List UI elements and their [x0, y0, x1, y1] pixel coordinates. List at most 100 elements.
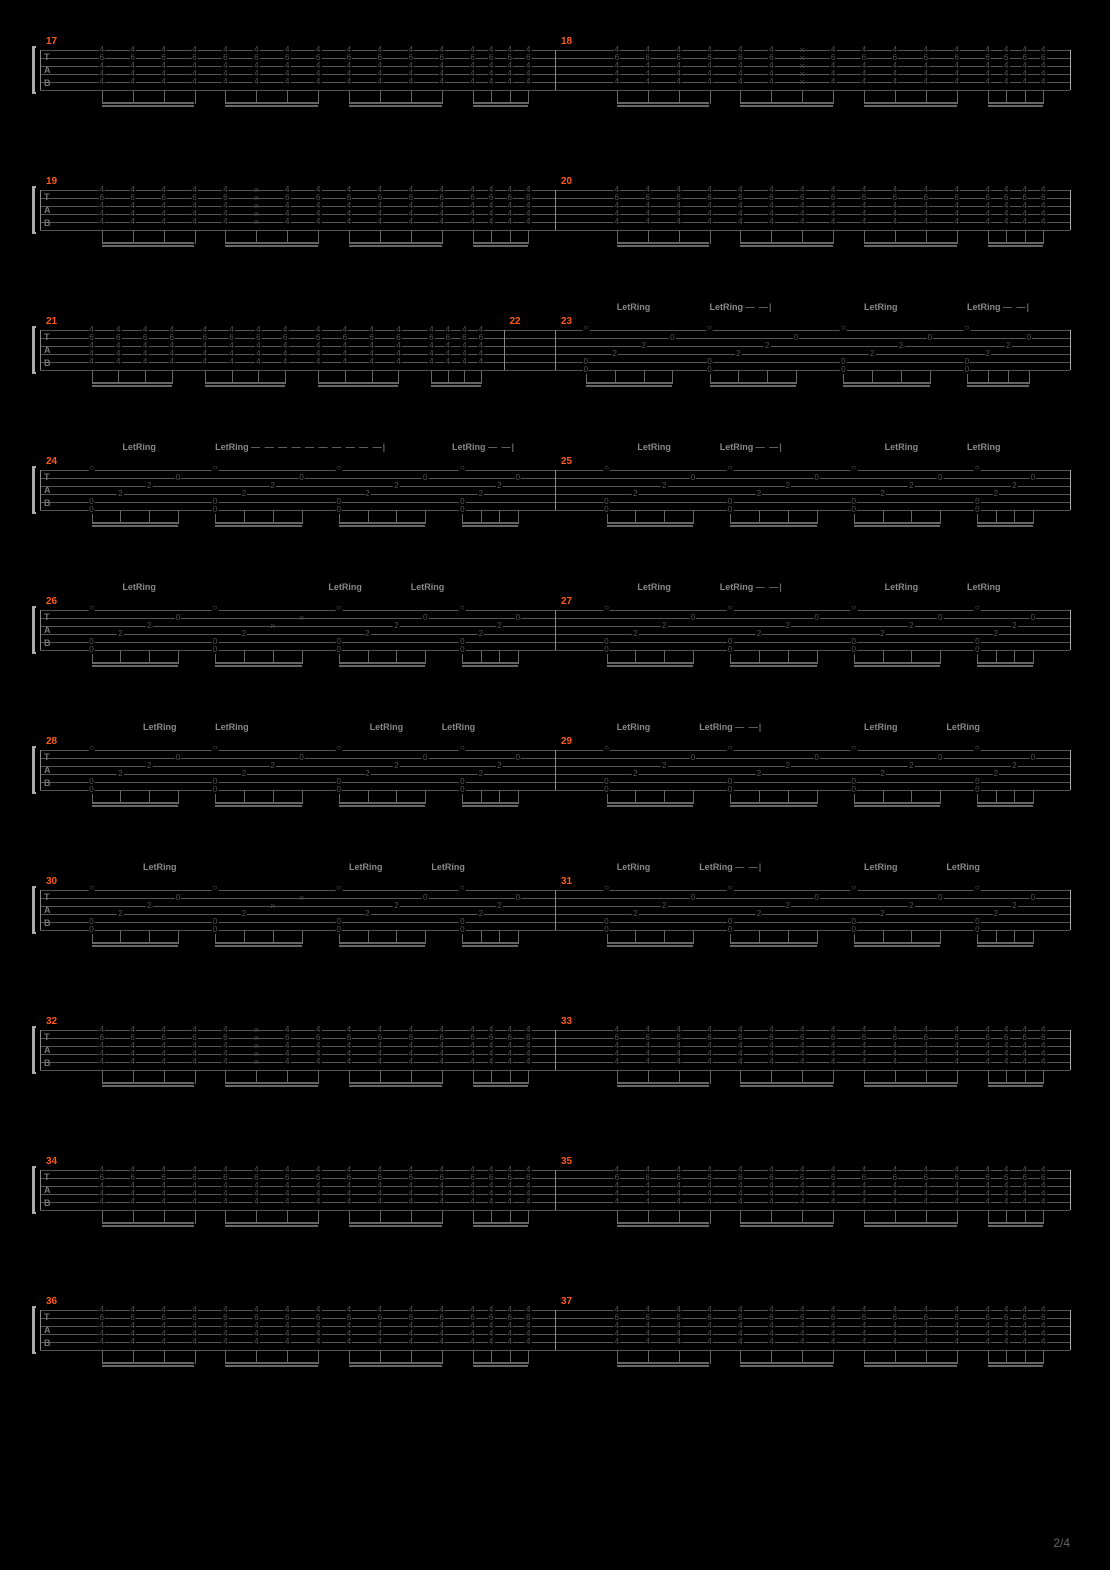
fret-number: 6: [614, 194, 620, 202]
fret-number: 4: [284, 62, 290, 70]
note-stem: [318, 90, 319, 104]
fret-number: 4: [129, 202, 135, 210]
fret-number: 4: [488, 46, 494, 54]
note-stem: [318, 230, 319, 244]
fret-number: 4: [488, 1042, 494, 1050]
fret-number: 6: [228, 334, 234, 342]
fret-number: 4: [129, 1306, 135, 1314]
mute-mark-icon: ×: [299, 614, 304, 622]
fret-number: 4: [1003, 210, 1009, 218]
fret-number: 4: [675, 1058, 681, 1066]
measure-number: 36: [46, 1296, 57, 1307]
fret-number: 4: [984, 1198, 990, 1206]
fret-number: 2: [270, 762, 276, 770]
fret-number: 4: [438, 1330, 444, 1338]
fret-number: 4: [315, 1322, 321, 1330]
fret-number: 4: [191, 70, 197, 78]
fret-number: 2: [640, 342, 646, 350]
fret-number: 4: [923, 62, 929, 70]
note-stem: [442, 1350, 443, 1364]
fret-number: 4: [284, 46, 290, 54]
fret-number: 4: [768, 202, 774, 210]
barline: [1070, 330, 1071, 370]
fret-number: 2: [632, 910, 638, 918]
fret-number: 6: [284, 54, 290, 62]
open-string-icon: ○: [727, 464, 734, 472]
fret-number: 4: [377, 1042, 383, 1050]
beam: [205, 385, 285, 387]
fret-number: 4: [228, 350, 234, 358]
fret-number: 0: [1026, 334, 1032, 342]
fret-number: 4: [282, 358, 288, 366]
fret-number: 4: [315, 62, 321, 70]
fret-number: 6: [525, 194, 531, 202]
fret-number: 4: [488, 1198, 494, 1206]
fret-number: 4: [737, 1042, 743, 1050]
fret-number: 2: [879, 910, 885, 918]
beam: [462, 522, 518, 524]
fret-number: 6: [644, 194, 650, 202]
fret-number: 4: [614, 218, 620, 226]
fret-number: 4: [129, 70, 135, 78]
open-string-icon: ○: [335, 744, 342, 752]
fret-number: 4: [160, 1042, 166, 1050]
fret-number: 4: [953, 1330, 959, 1338]
note-stem: [710, 230, 711, 244]
fret-number: 4: [953, 186, 959, 194]
fret-number: 4: [830, 218, 836, 226]
fret-number: 4: [614, 46, 620, 54]
beam: [431, 382, 480, 384]
note-stem: [178, 650, 179, 664]
note-stem: [796, 370, 797, 384]
fret-number: 6: [346, 1034, 352, 1042]
barline: [1070, 190, 1071, 230]
note-stem: [957, 230, 958, 244]
fret-number: 0: [937, 614, 943, 622]
fret-number: 2: [393, 762, 399, 770]
notes-layer: 4446444464444644446444464444644446444464…: [40, 330, 1070, 370]
fret-number: 4: [830, 210, 836, 218]
fret-number: 4: [799, 1198, 805, 1206]
fret-number: 6: [438, 1174, 444, 1182]
fret-number: 4: [99, 70, 105, 78]
fret-number: 4: [768, 1306, 774, 1314]
fret-number: 4: [191, 1182, 197, 1190]
fret-number: 2: [898, 342, 904, 350]
fret-number: 2: [661, 762, 667, 770]
fret-number: 4: [830, 1198, 836, 1206]
staff-bracket: [32, 326, 36, 374]
fret-number: 4: [342, 326, 348, 334]
fret-number: 4: [984, 46, 990, 54]
note-stem: [833, 90, 834, 104]
fret-number: 4: [377, 1338, 383, 1346]
let-ring-annotation: LetRing: [617, 722, 651, 732]
fret-number: 2: [241, 770, 247, 778]
fret-number: 6: [129, 1314, 135, 1322]
fret-number: 4: [675, 70, 681, 78]
let-ring-annotation: LetRing: [122, 442, 156, 452]
let-ring-annotation: LetRing — —|: [452, 442, 515, 452]
let-ring-annotation: LetRing: [122, 582, 156, 592]
fret-number: 4: [861, 1166, 867, 1174]
fret-number: 6: [88, 334, 94, 342]
fret-number: 4: [191, 78, 197, 86]
fret-number: 4: [346, 46, 352, 54]
staff-line: [40, 790, 1070, 791]
fret-number: 4: [222, 1198, 228, 1206]
let-ring-annotation: LetRing: [411, 582, 445, 592]
note-stem: [178, 930, 179, 944]
fret-number: 4: [99, 218, 105, 226]
fret-number: 4: [768, 1042, 774, 1050]
fret-number: 0: [459, 646, 465, 654]
beam: [730, 665, 817, 667]
beam: [988, 1225, 1044, 1227]
fret-number: 4: [1021, 1190, 1027, 1198]
fret-number: 4: [408, 186, 414, 194]
fret-number: 2: [661, 482, 667, 490]
fret-number: 4: [253, 46, 259, 54]
note-stem: [528, 90, 529, 104]
fret-number: 4: [861, 46, 867, 54]
fret-number: 4: [160, 210, 166, 218]
fret-number: 4: [99, 1042, 105, 1050]
beam: [102, 105, 195, 107]
